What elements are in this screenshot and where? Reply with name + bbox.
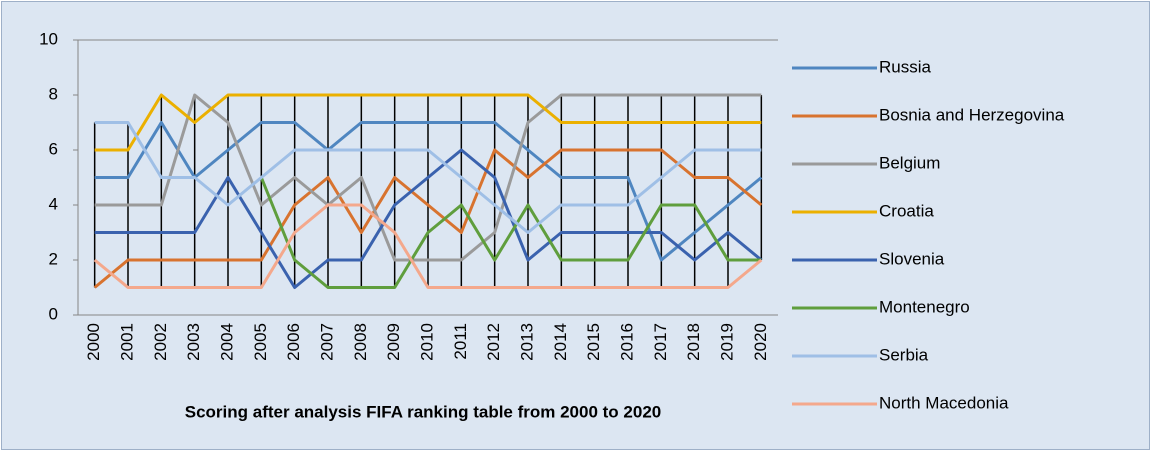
legend-label: Croatia (879, 201, 934, 220)
x-tick-label: 2006 (284, 323, 303, 361)
legend-label: Russia (879, 57, 932, 76)
y-tick-label: 8 (49, 84, 58, 103)
legend-label: Slovenia (879, 249, 945, 268)
y-tick-label: 0 (49, 304, 58, 323)
x-tick-label: 2007 (317, 323, 336, 361)
legend-label: Belgium (879, 153, 940, 172)
x-tick-label: 2012 (484, 323, 503, 361)
x-tick-label: 2002 (151, 323, 170, 361)
x-tick-label: 2008 (351, 323, 370, 361)
x-tick-label: 2019 (717, 323, 736, 361)
x-tick-label: 2001 (117, 323, 136, 361)
series-line (259, 176, 762, 289)
series-line (93, 203, 763, 289)
y-tick-label: 10 (39, 29, 58, 48)
series-line (94, 93, 762, 262)
y-tick-label: 6 (49, 139, 58, 158)
x-tick-label: 2015 (584, 323, 603, 361)
x-tick-label: 2018 (684, 323, 703, 361)
series-line (94, 148, 763, 289)
x-tick-label: 2014 (551, 323, 570, 361)
x-tick-label: 2005 (251, 323, 270, 361)
series-line (94, 93, 762, 152)
x-tick-label: 2016 (617, 323, 636, 361)
legend-label: Bosnia and Herzegovina (879, 105, 1065, 124)
legend-label: Serbia (879, 345, 929, 364)
y-tick-label: 2 (49, 249, 58, 268)
legend-label: North Macedonia (879, 393, 1009, 412)
y-tick-label: 4 (49, 194, 58, 213)
series-line (93, 148, 763, 289)
x-axis-title: Scoring after analysis FIFA ranking tabl… (185, 402, 661, 421)
x-tick-label: 2010 (417, 323, 436, 361)
x-tick-label: 2011 (451, 323, 470, 360)
x-tick-label: 2013 (517, 323, 536, 361)
legend-label: Montenegro (879, 297, 970, 316)
x-tick-label: 2020 (751, 323, 770, 361)
x-tick-label: 2017 (651, 323, 670, 361)
series-line (94, 121, 762, 234)
x-tick-label: 2009 (384, 323, 403, 361)
x-tick-label: 2003 (184, 323, 203, 361)
x-tick-label: 2004 (217, 323, 236, 361)
x-tick-label: 2000 (84, 323, 103, 361)
